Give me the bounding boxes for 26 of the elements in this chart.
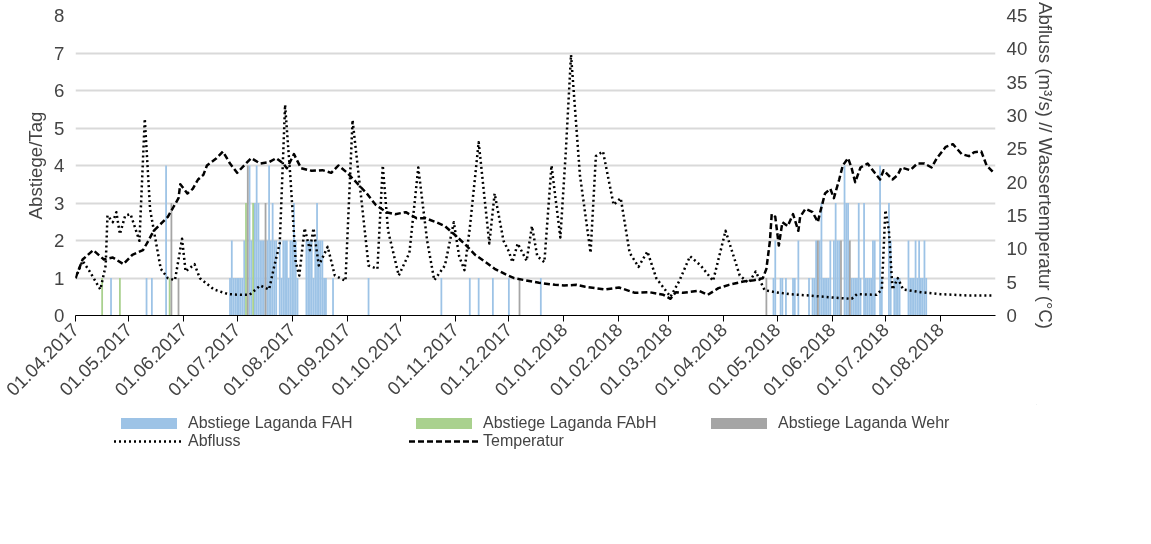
legend-label: Temperatur	[483, 432, 565, 450]
legend-label: Abstiege Laganda FAbH	[483, 414, 658, 432]
y-tick-label: 1	[54, 267, 65, 289]
y-tick-label: 2	[54, 230, 65, 251]
y-tick-label: 3	[54, 192, 65, 214]
y2-tick-label: 35	[1006, 71, 1028, 93]
y2-tick-label: 25	[1006, 138, 1028, 160]
legend-label: Abstiege Laganda FAH	[188, 414, 354, 432]
y-tick-label: 6	[54, 80, 65, 101]
y-tick-label: 0	[54, 305, 65, 326]
legend-label: Abfluss	[188, 432, 242, 450]
legend-label: Abstiege Laganda Wehr	[778, 414, 951, 432]
y2-tick-label: 15	[1006, 205, 1028, 226]
y2-tick-label: 45	[1006, 5, 1028, 26]
y2-axis-title: Abfluss (m³/s) // Wassertemperatur (°C)	[1035, 1, 1057, 330]
y2-tick-label: 10	[1006, 238, 1028, 260]
y2-tick-label: 30	[1006, 105, 1028, 126]
y-tick-label: 5	[54, 117, 65, 139]
y-tick-label: 8	[54, 5, 65, 26]
y2-tick-label: 5	[1006, 271, 1017, 293]
y2-tick-label: 20	[1006, 171, 1028, 193]
y2-tick-label: 40	[1006, 38, 1028, 60]
y2-tick-label: 0	[1006, 305, 1017, 326]
y-tick-label: 7	[54, 42, 65, 64]
y-axis-title: Abstiege/Tag	[25, 111, 47, 220]
y-tick-label: 4	[54, 155, 65, 176]
